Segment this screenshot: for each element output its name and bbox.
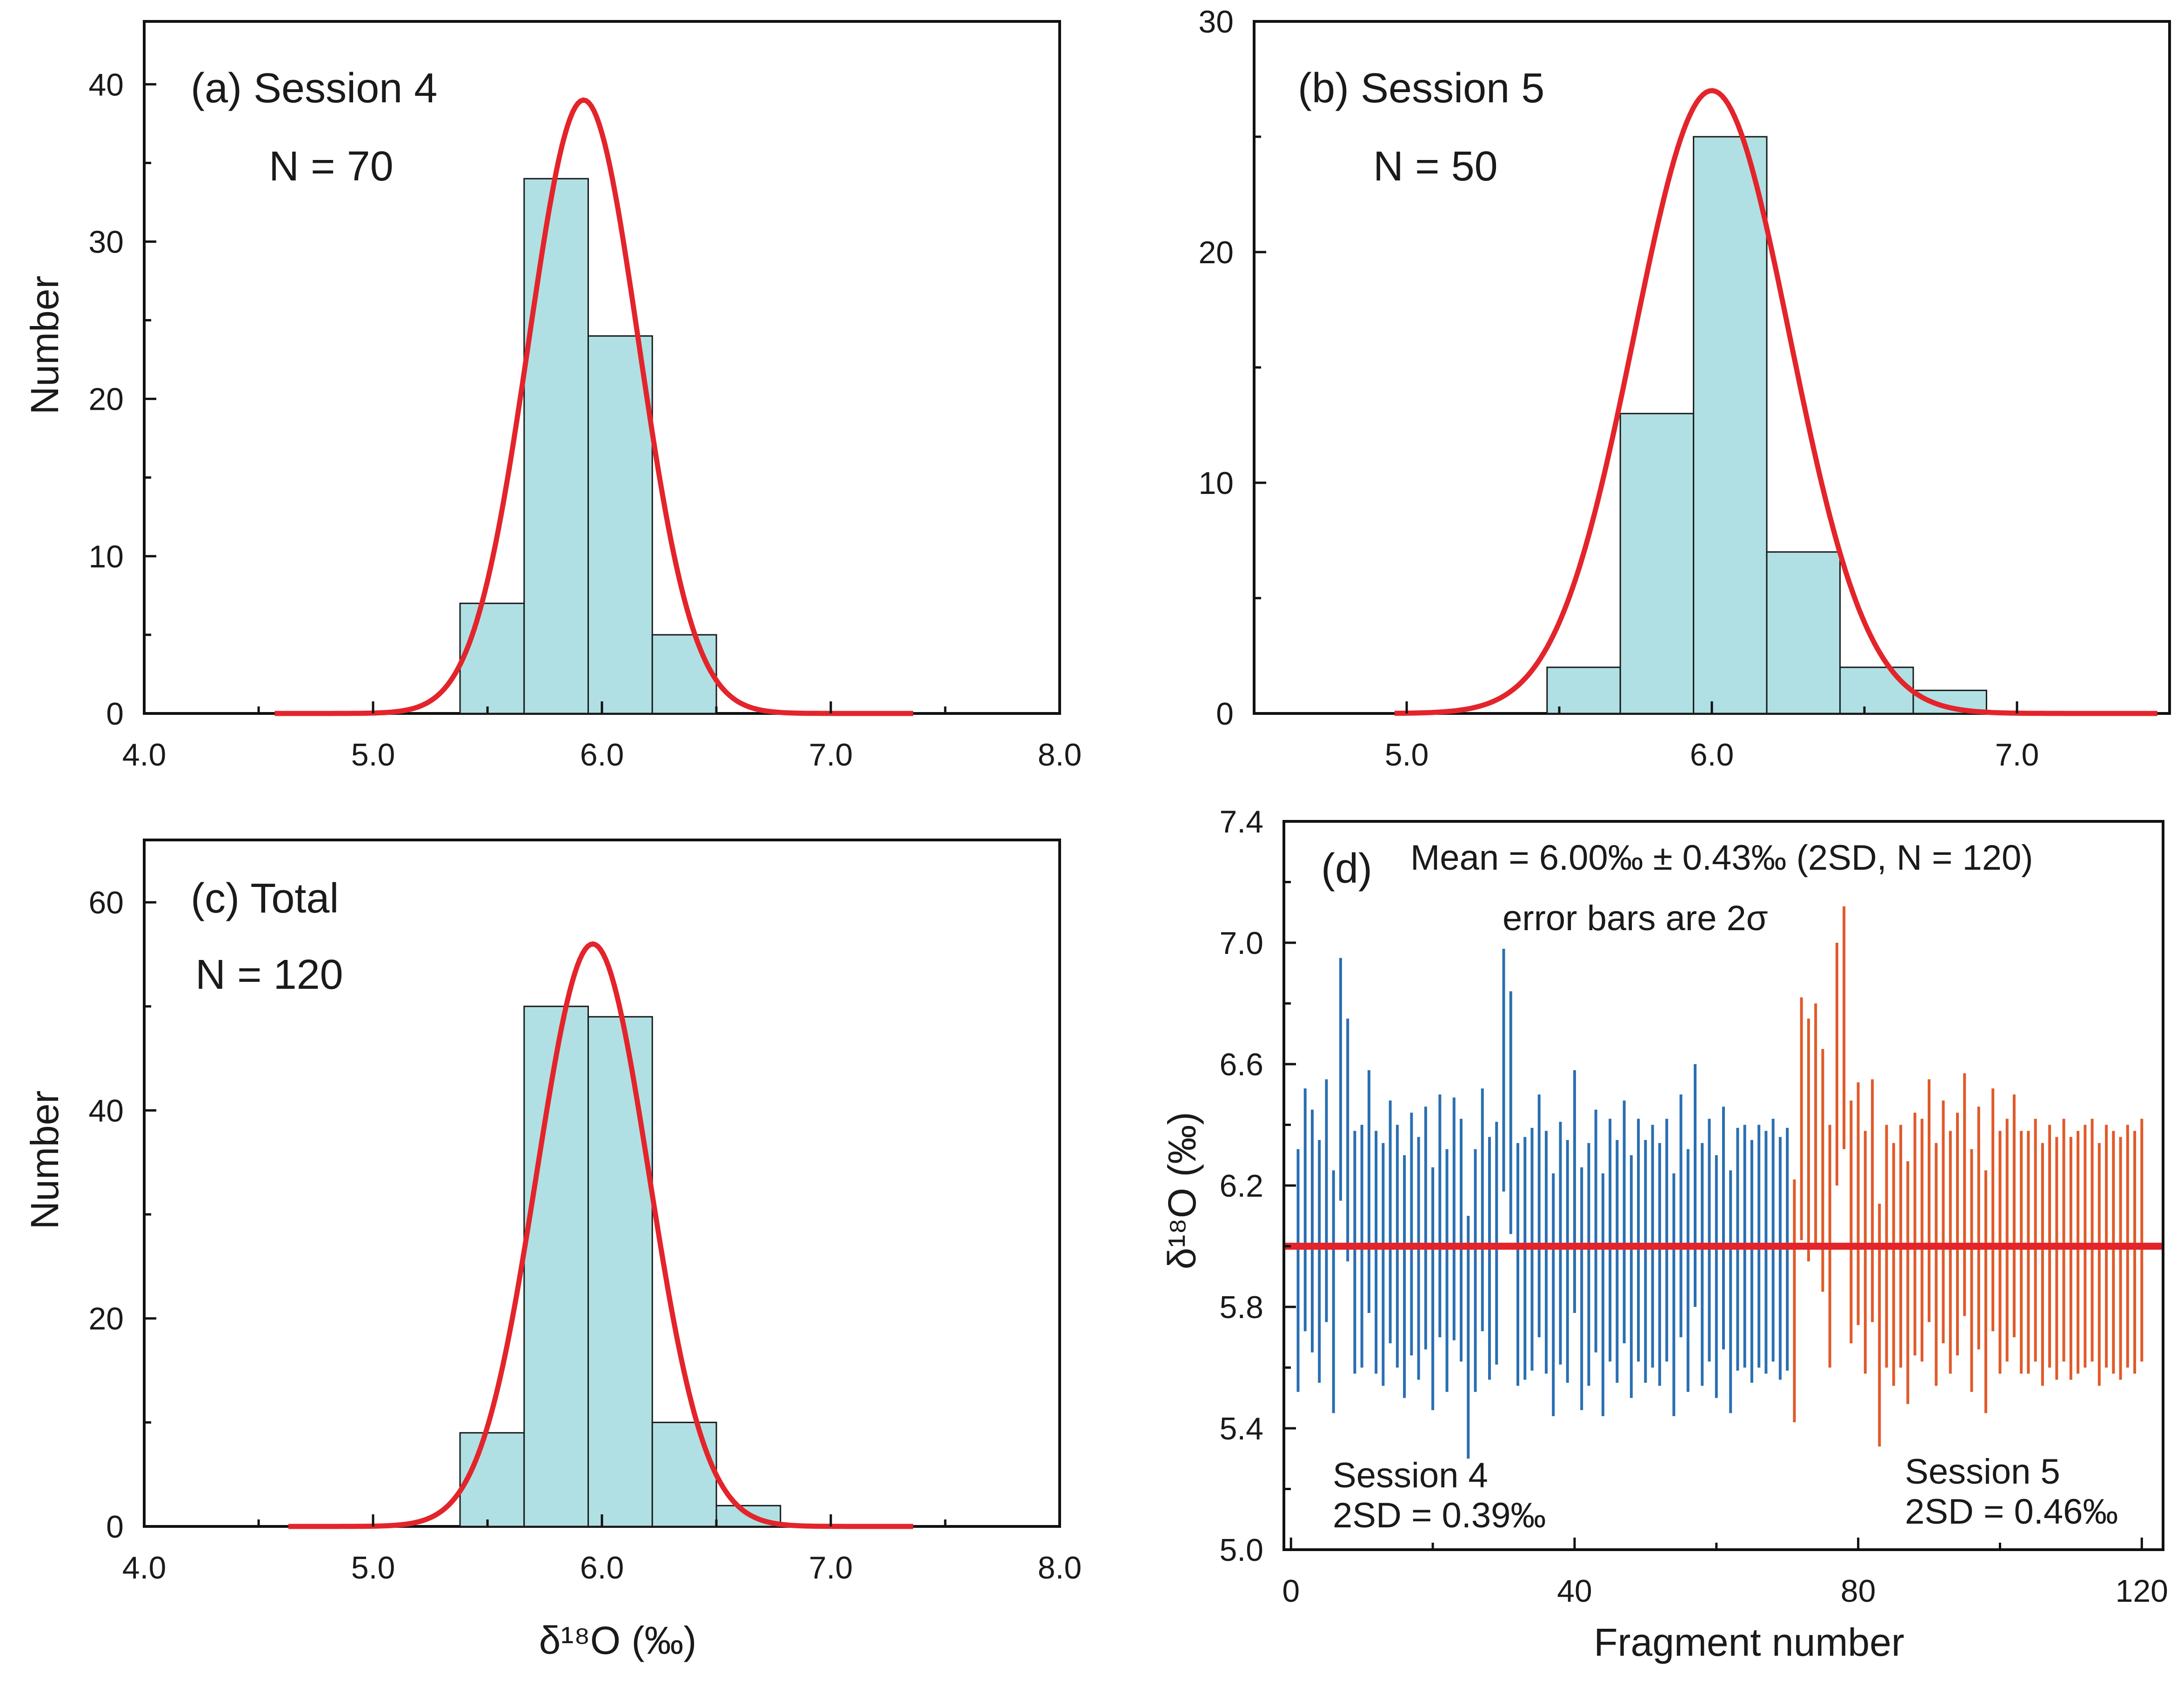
panel-b-y-tick-label-3: 20 [1198, 235, 1234, 270]
panel-d-x-tick-label-4: 120 [2116, 1573, 2168, 1609]
panel-a-fit-curve [274, 97, 914, 716]
panel-c-n-label: N = 120 [195, 952, 343, 998]
panel-c-y-axis-title: Number [23, 1091, 67, 1230]
panel-a-n-label: N = 70 [269, 143, 394, 190]
panel-c: 4.0 5.0 6.0 7.0 8.0 0 20 40 60 (c) Total N = 12… [23, 839, 1082, 1662]
panel-c-fit-curve [288, 941, 914, 1529]
panel-c-x-tick-label-2: 5.0 [351, 1550, 395, 1585]
panel-b-y-tick-label-2: 10 [1198, 466, 1234, 501]
panel-b-n-label: N = 50 [1373, 143, 1498, 190]
panel-a-x-tick-label-4: 7.0 [809, 737, 853, 773]
panel-d-y-tick-label-7: 7.4 [1219, 804, 1263, 839]
panel-c-x-axis-title: δ¹⁸O (‰) [539, 1619, 697, 1662]
panel-b-bar-2 [1619, 413, 1695, 714]
panel-b-x-tick-label-3: 7.0 [1995, 737, 2039, 773]
panel-a-x-tick-label-1: 4.0 [122, 737, 167, 773]
panel-c-x-tick-label-5: 8.0 [1038, 1550, 1082, 1585]
panel-c-y-tick-label-3: 40 [88, 1093, 124, 1128]
panel-d-title: (d) [1321, 846, 1372, 892]
panel-a-title: (a) Session 4 [191, 65, 437, 112]
panel-c-x-tick-label-1: 4.0 [122, 1550, 167, 1585]
panel-b-x-tick-label-1: 5.0 [1385, 737, 1429, 773]
panel-c-title: (c) Total [191, 875, 339, 922]
panel-c-x-tick-label-3: 6.0 [580, 1550, 624, 1585]
panel-d-mean-label: Mean = 6.00‰ ± 0.43‰ (2SD, N = 120) [1410, 838, 2033, 878]
panel-c-bars [459, 1006, 781, 1527]
panel-b-bars [1546, 136, 1987, 714]
panel-b-y-tick-label-1: 0 [1216, 696, 1234, 732]
panel-b-title: (b) Session 5 [1298, 65, 1544, 112]
panel-a-x-tick-label-5: 8.0 [1038, 737, 1082, 773]
panel-c-y-tick-label-4: 60 [88, 885, 124, 920]
panel-a-bar-2 [523, 178, 589, 714]
panel-a-bar-4 [651, 634, 717, 714]
panel-a-y-tick-label-3: 20 [88, 382, 124, 417]
panel-b-bar-3 [1693, 136, 1768, 714]
panel-d-y-tick-label-2: 5.4 [1219, 1411, 1263, 1446]
panel-c-x-tick-label-4: 7.0 [809, 1550, 853, 1585]
panel-c-y-tick-label-1: 0 [106, 1509, 124, 1545]
panel-d-x-tick-label-3: 80 [1841, 1573, 1876, 1609]
panel-d-y-tick-label-1: 5.0 [1219, 1532, 1263, 1568]
panel-c-y-tick-label-2: 20 [88, 1301, 124, 1337]
panel-c-bar-2 [523, 1006, 589, 1527]
panel-c-bar-1 [459, 1432, 525, 1527]
panel-a-bar-1 [459, 602, 525, 714]
panel-d-session5-name: Session 5 [1905, 1452, 2060, 1492]
panel-b-x-tick-label-2: 6.0 [1690, 737, 1734, 773]
panel-b-fit-curve [1394, 88, 2157, 716]
panel-c-bar-4 [651, 1421, 717, 1527]
panel-d-session5-sd: 2SD = 0.46‰ [1905, 1492, 2118, 1532]
panel-a-y-axis-title: Number [23, 276, 67, 415]
panel-a-y-ticks: 0 10 20 30 40 [88, 67, 156, 732]
panel-c-x-ticks: 4.0 5.0 6.0 7.0 8.0 [122, 1514, 1082, 1585]
panel-d-y-ticks: 5.0 5.4 5.8 6.2 6.6 7.0 7.4 [1219, 804, 1296, 1568]
panel-d-error-label: error bars are 2σ [1503, 899, 1768, 938]
panel-a-x-ticks: 4.0 5.0 6.0 7.0 8.0 [122, 701, 1082, 773]
panel-a-y-tick-label-1: 0 [106, 696, 124, 732]
panel-a-x-tick-label-2: 5.0 [351, 737, 395, 773]
panel-d-session4-sd: 2SD = 0.39‰ [1333, 1496, 1546, 1535]
panel-a-y-tick-label-4: 30 [88, 224, 124, 260]
panel-c-bar-3 [587, 1016, 653, 1527]
panel-d-x-tick-label-2: 40 [1557, 1573, 1592, 1609]
panel-d-y-tick-label-3: 5.8 [1219, 1290, 1263, 1325]
panel-d-y-tick-label-4: 6.2 [1219, 1168, 1263, 1204]
panel-b-bar-4 [1766, 551, 1841, 714]
panel-d: 0 40 80 120 5.0 5.4 5.8 6.2 6.6 7.0 7.4 (d) Mean … [1160, 804, 2168, 1664]
panel-b: 5.0 6.0 7.0 0 10 20 30 (b) Session 5 N = 50 [1198, 4, 2171, 773]
panel-d-x-tick-label-1: 0 [1282, 1573, 1300, 1609]
panel-a-x-tick-label-3: 6.0 [580, 737, 624, 773]
panel-b-bar-1 [1546, 666, 1621, 714]
panel-a-y-tick-label-5: 40 [88, 67, 124, 102]
panel-d-x-axis-title: Fragment number [1594, 1620, 1904, 1664]
panel-b-y-ticks: 0 10 20 30 [1198, 4, 1266, 732]
panel-a-bar-3 [587, 335, 653, 714]
panel-a-bars [459, 178, 717, 714]
panel-b-y-tick-label-4: 30 [1198, 4, 1234, 40]
panel-d-y-axis-title: δ¹⁸O (‰) [1160, 1112, 1204, 1270]
panel-d-session4-name: Session 4 [1333, 1456, 1488, 1495]
panel-d-y-tick-label-5: 6.6 [1219, 1047, 1263, 1082]
panel-a-y-tick-label-2: 10 [88, 539, 124, 574]
panel-d-y-tick-label-6: 7.0 [1219, 926, 1263, 961]
panel-d-x-ticks: 0 40 80 120 [1282, 1538, 2168, 1609]
panel-d-error-bars [1296, 906, 2144, 1459]
panel-b-x-ticks: 5.0 6.0 7.0 [1253, 701, 2171, 773]
panel-c-y-ticks: 0 20 40 60 [88, 885, 156, 1545]
panel-b-bar-5 [1839, 666, 1914, 714]
